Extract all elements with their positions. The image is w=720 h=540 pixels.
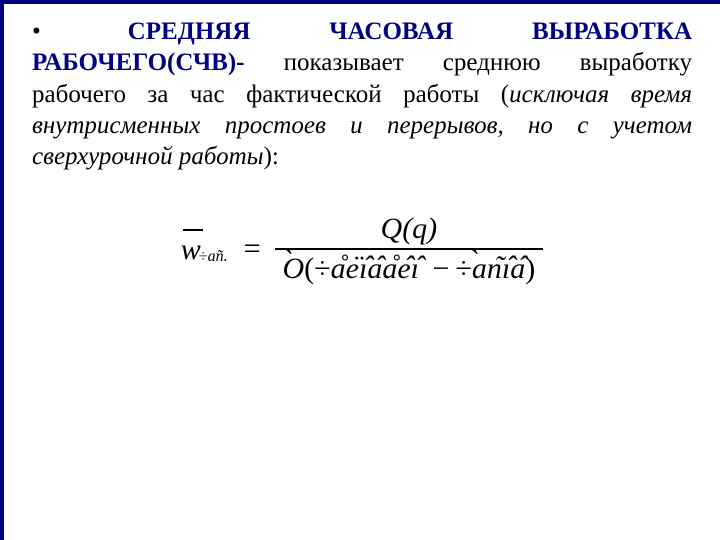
fraction: Q(q) O(÷aeıaaeı −÷anıa): [275, 210, 544, 288]
den-O: O: [283, 252, 305, 286]
definition-paragraph: • СРЕДНЯЯ ЧАСОВАЯ ВЫРАБОТКА РАБОЧЕГО(СЧВ…: [32, 16, 692, 172]
lhs-sub-div: ÷: [199, 248, 208, 265]
lhs-wbar: w: [181, 231, 201, 267]
den-seq2: anıa: [472, 252, 525, 285]
overline-icon: [183, 229, 203, 231]
den-minus: −: [426, 252, 455, 285]
formula: w ÷añ. = Q(q) O(÷aeıaaeı −÷anıa): [181, 210, 543, 288]
formula-block: w ÷añ. = Q(q) O(÷aeıaaeı −÷anıa): [32, 210, 692, 288]
lhs-subscript: ÷añ.: [199, 248, 228, 266]
den-open-paren: (: [304, 252, 314, 285]
slide: • СРЕДНЯЯ ЧАСОВАЯ ВЫРАБОТКА РАБОЧЕГО(СЧВ…: [0, 0, 720, 540]
den-close-paren: ): [525, 252, 535, 285]
denominator: O(÷aeıaaeı −÷anıa): [275, 250, 544, 288]
definition-tail: ):: [264, 143, 279, 170]
equals-sign: =: [230, 232, 275, 266]
den-seq1: aeıaaeı: [331, 252, 419, 285]
lhs-symbol: w: [181, 233, 201, 266]
lhs-sub-body: añ.: [208, 248, 228, 265]
bullet-icon: •: [32, 18, 49, 45]
den-div2: ÷: [455, 252, 471, 285]
den-div1: ÷: [314, 252, 330, 285]
numerator: Q(q): [373, 210, 446, 248]
